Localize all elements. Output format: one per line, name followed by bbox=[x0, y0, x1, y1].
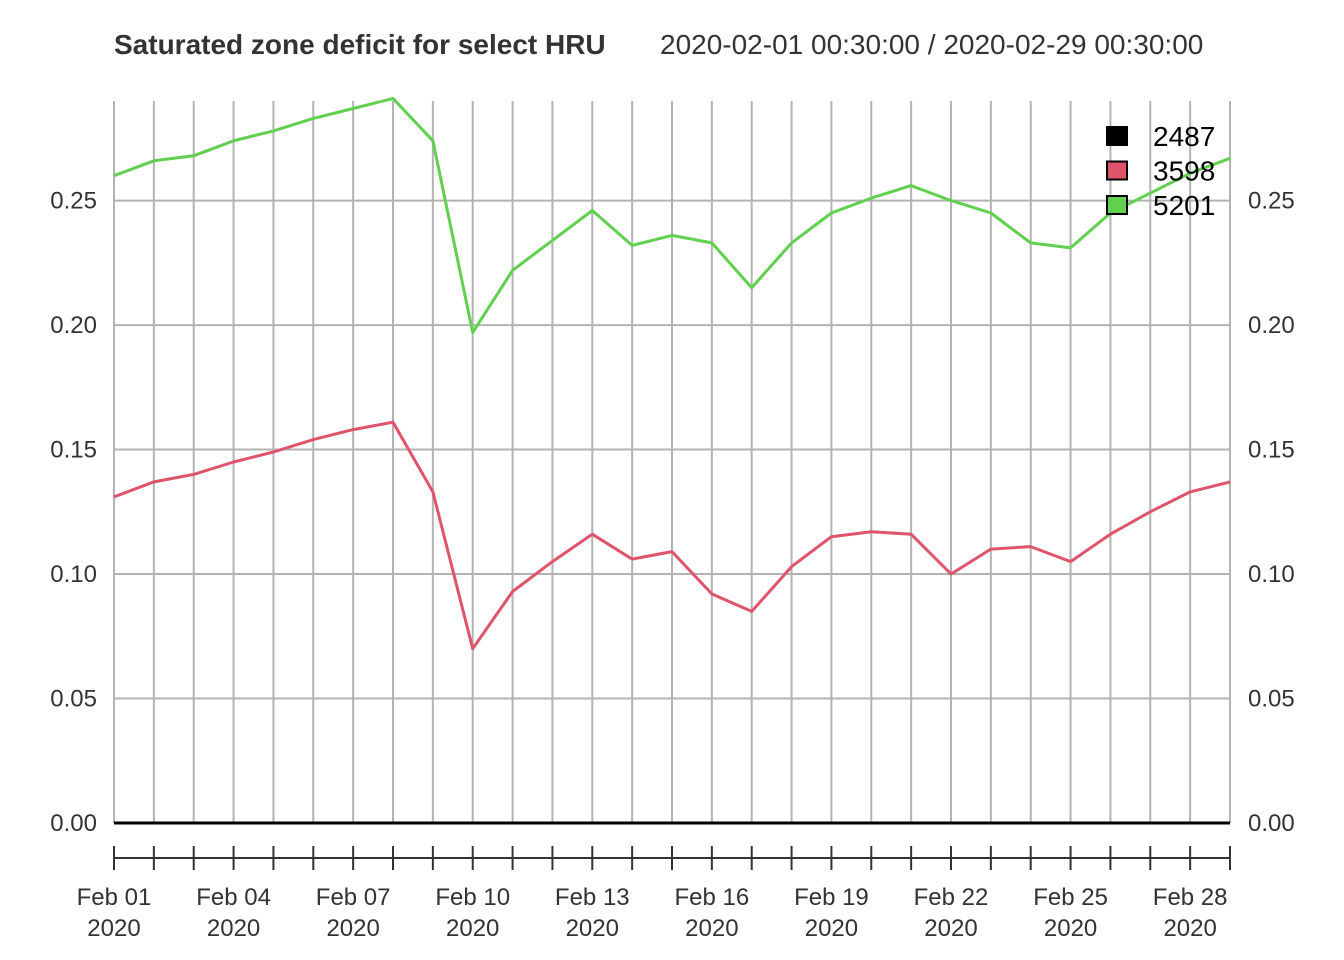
x-tick-label: Feb 19 bbox=[794, 884, 869, 911]
x-tick-label-year: 2020 bbox=[207, 915, 260, 942]
series-lines bbox=[113, 97, 1231, 825]
x-tick-label-year: 2020 bbox=[87, 915, 140, 942]
x-tick-label-year: 2020 bbox=[805, 915, 858, 942]
y-tick-label-left: 0.10 bbox=[50, 561, 97, 588]
y-tick-label-right: 0.15 bbox=[1248, 437, 1295, 464]
x-tick-label-year: 2020 bbox=[326, 915, 379, 942]
x-tick-label: Feb 28 bbox=[1153, 884, 1228, 911]
series-line-3598 bbox=[113, 420, 1231, 651]
legend-label-5201: 5201 bbox=[1153, 190, 1215, 221]
x-tick-label: Feb 13 bbox=[555, 884, 630, 911]
y-tick-label-left: 0.05 bbox=[50, 686, 97, 713]
x-tick-label-year: 2020 bbox=[1163, 915, 1216, 942]
legend-swatch-2487 bbox=[1106, 126, 1128, 146]
y-tick-label-left: 0.00 bbox=[50, 810, 97, 837]
x-tick-label-year: 2020 bbox=[446, 915, 499, 942]
y-tick-label-left: 0.20 bbox=[50, 312, 97, 339]
axes: 0.00 0.00 0.05 0.05 0.10 0.10 0.15 0.15 0.20 0.20… bbox=[50, 188, 1294, 942]
x-tick-label-year: 2020 bbox=[685, 915, 738, 942]
x-tick-label-year: 2020 bbox=[566, 915, 619, 942]
x-tick-label: Feb 01 bbox=[77, 884, 152, 911]
y-tick-label-right: 0.25 bbox=[1248, 188, 1295, 215]
x-tick-label: Feb 16 bbox=[674, 884, 749, 911]
x-tick-label: Feb 25 bbox=[1033, 884, 1108, 911]
x-tick-label: Feb 04 bbox=[196, 884, 271, 911]
x-tick-label: Feb 10 bbox=[435, 884, 510, 911]
legend-swatch-3598 bbox=[1106, 160, 1128, 181]
y-tick-label-right: 0.10 bbox=[1248, 561, 1295, 588]
series-line-5201 bbox=[113, 97, 1231, 334]
y-tick-label-left: 0.25 bbox=[50, 188, 97, 215]
y-tick-label-left: 0.15 bbox=[50, 437, 97, 464]
x-tick-label: Feb 07 bbox=[316, 884, 391, 911]
y-tick-label-right: 0.05 bbox=[1248, 686, 1295, 713]
y-tick-label-right: 0.00 bbox=[1248, 810, 1295, 837]
legend-swatch-5201 bbox=[1106, 195, 1128, 215]
chart-title: Saturated zone deficit for select HRU bbox=[114, 29, 606, 60]
x-tick-label-year: 2020 bbox=[1044, 915, 1097, 942]
grid bbox=[113, 101, 1231, 824]
legend-label-2487: 2487 bbox=[1153, 121, 1215, 152]
legend-label-3598: 3598 bbox=[1153, 156, 1215, 187]
x-tick-label-year: 2020 bbox=[924, 915, 977, 942]
chart-subtitle: 2020-02-01 00:30:00 / 2020-02-29 00:30:0… bbox=[660, 29, 1203, 60]
y-tick-label-right: 0.20 bbox=[1248, 312, 1295, 339]
x-tick-label: Feb 22 bbox=[914, 884, 989, 911]
